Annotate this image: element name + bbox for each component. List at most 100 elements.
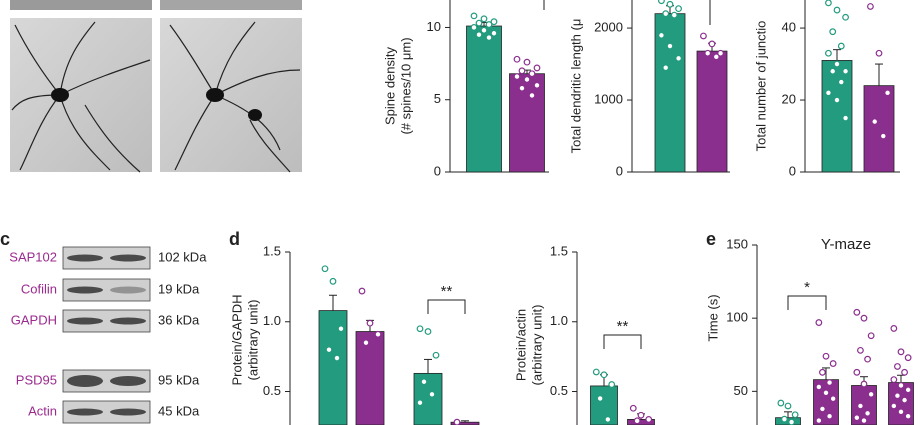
data-point: [890, 376, 898, 384]
data-point: [860, 380, 868, 388]
data-point: [842, 13, 849, 21]
y-axis-label: (arbitrary unit): [529, 305, 544, 386]
data-point: [366, 319, 374, 327]
y-axis-label: Protein/GAPDH: [229, 294, 244, 385]
y-tick-label: 0: [434, 163, 441, 178]
significance-label: **: [617, 318, 629, 335]
protein-label: PSD95: [16, 372, 57, 387]
data-point: [825, 49, 832, 57]
data-point: [890, 402, 898, 410]
protein-label: SAP102: [9, 249, 57, 264]
y-tick-label: 20: [782, 91, 796, 106]
data-point: [837, 42, 845, 50]
y-tick-label: 150: [726, 236, 748, 251]
data-point: [485, 34, 493, 41]
data-point: [857, 402, 864, 410]
data-point: [325, 346, 333, 354]
data-point: [453, 418, 461, 425]
data-point: [416, 325, 424, 333]
size-label: 45 kDa: [158, 403, 200, 418]
micrograph: [10, 18, 152, 172]
data-point: [708, 40, 716, 48]
data-point: [901, 368, 908, 376]
data-point: [833, 96, 841, 104]
y-tick-label: 0.5: [550, 383, 568, 398]
data-point: [842, 114, 849, 122]
data-point: [890, 325, 898, 332]
data-point: [362, 339, 370, 347]
data-point: [837, 78, 845, 86]
y-tick-label: 5: [434, 91, 441, 106]
data-point: [825, 0, 832, 7]
data-point: [432, 351, 440, 359]
data-point: [822, 389, 830, 397]
data-point: [490, 29, 498, 37]
data-point: [833, 6, 841, 14]
micrograph-strip: [10, 0, 152, 10]
band: [110, 408, 146, 416]
data-point: [533, 64, 541, 72]
y-axis-label: Protein/actin: [513, 309, 528, 381]
data-point: [833, 60, 841, 68]
data-point: [658, 0, 665, 5]
data-point: [860, 314, 868, 322]
data-point: [826, 379, 833, 386]
significance-bracket: [427, 299, 466, 314]
data-point: [879, 132, 887, 140]
data-point: [428, 390, 436, 398]
data-point: [815, 417, 823, 425]
data-point: [604, 416, 612, 423]
data-point: [675, 54, 682, 62]
data-point: [819, 405, 826, 413]
blot-strip: [62, 309, 151, 333]
bar: [775, 417, 801, 425]
data-point: [704, 49, 712, 57]
y-tick-label: 50: [734, 383, 748, 398]
band: [110, 254, 146, 262]
data-point: [596, 395, 604, 402]
bar: [590, 385, 618, 425]
y-axis-label: Total number of junctio: [753, 21, 768, 152]
data-point: [490, 18, 498, 26]
data-point: [533, 81, 541, 89]
data-point: [717, 49, 724, 57]
y-tick-label: 1.0: [263, 313, 281, 328]
data-point: [897, 348, 905, 356]
y-axis-label: Time (s): [705, 294, 720, 341]
data-point: [867, 390, 875, 398]
data-point: [829, 395, 837, 403]
data-point: [853, 308, 861, 316]
data-point: [675, 5, 682, 13]
band: [67, 254, 103, 262]
data-point: [791, 411, 799, 419]
data-point: [894, 392, 901, 400]
data-point: [712, 53, 720, 61]
bar: [863, 85, 895, 173]
data-point: [860, 417, 868, 425]
panel-label: d: [229, 229, 240, 249]
data-point: [637, 411, 645, 419]
data-point: [700, 32, 707, 40]
data-point: [829, 28, 837, 36]
y-tick-label: 1.5: [263, 243, 281, 258]
data-point: [815, 383, 823, 391]
data-point: [666, 0, 674, 8]
band: [110, 317, 146, 325]
bar: [466, 25, 502, 173]
data-point: [815, 319, 823, 326]
blot-strip: [62, 278, 151, 302]
data-point: [904, 354, 912, 362]
data-point: [358, 287, 366, 295]
data-point: [424, 328, 432, 335]
data-point: [871, 118, 879, 126]
blot-strip: [62, 400, 151, 424]
data-point: [416, 399, 424, 407]
data-point: [867, 332, 875, 340]
data-point: [662, 10, 670, 18]
panel-label: c: [0, 229, 10, 249]
size-label: 102 kDa: [158, 249, 207, 264]
panel-label: e: [706, 229, 716, 249]
data-point: [608, 381, 616, 388]
micrographs: [10, 0, 302, 173]
